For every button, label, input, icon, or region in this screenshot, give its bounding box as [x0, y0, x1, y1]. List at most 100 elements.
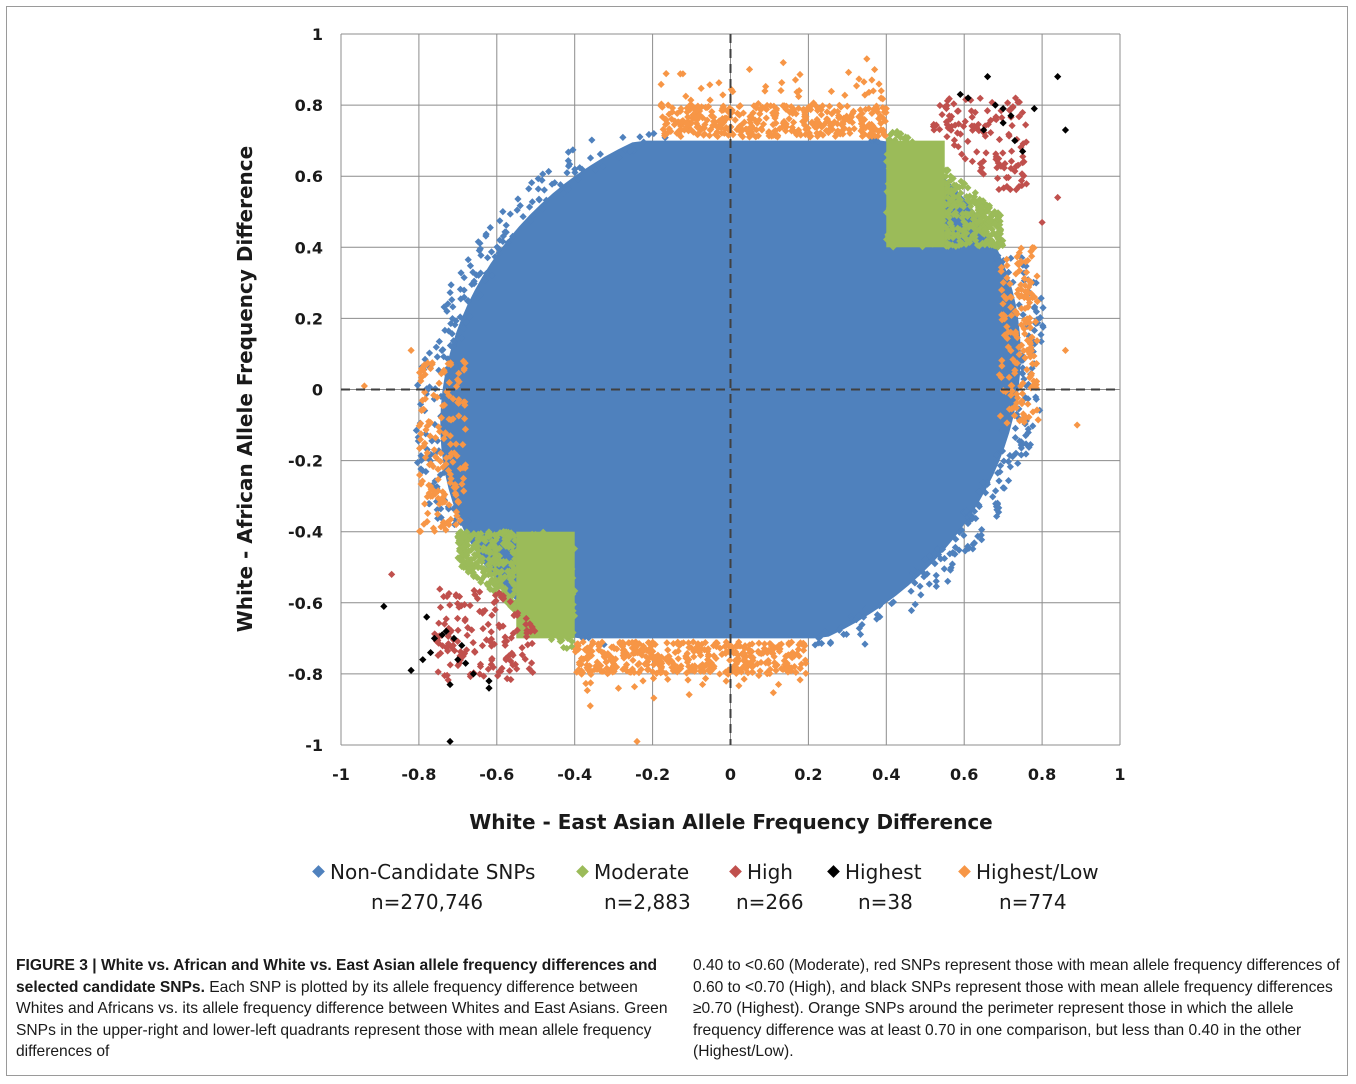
high-snp: [436, 603, 445, 611]
y-tick-label: 0.8: [295, 96, 323, 115]
non-candidate-snp: [482, 269, 491, 277]
moderate-snp: [510, 565, 518, 573]
high-snp: [954, 107, 962, 115]
highest-low-snp: [700, 131, 708, 139]
highest-low-snp: [426, 432, 434, 440]
highest-low-snp: [833, 120, 841, 128]
highest-low-snp: [1012, 330, 1020, 338]
figure-caption-left: FIGURE 3 | White vs. African and White v…: [16, 955, 668, 1063]
highest-low-snp: [657, 100, 665, 108]
non-candidate-snp: [499, 208, 507, 216]
non-candidate-snp: [1006, 451, 1014, 460]
highest-low-snp: [731, 661, 739, 669]
highest-low-snp: [676, 70, 684, 78]
highest-low-snp: [416, 444, 424, 452]
highest-low-snp: [437, 449, 445, 457]
highest-low-snp: [757, 106, 765, 114]
caption-title: FIGURE 3 | White vs. African and White v…: [16, 957, 657, 996]
moderate-snp: [495, 552, 504, 560]
legend-marker: [576, 865, 589, 878]
highest-snp: [999, 119, 1007, 127]
non-candidate-snp: [1003, 291, 1011, 299]
highest-low-snp: [726, 643, 734, 652]
non-candidate-snp: [428, 437, 436, 445]
non-candidate-snp: [456, 313, 464, 321]
non-candidate-snp: [538, 205, 546, 213]
high-snp: [528, 639, 536, 648]
highest-low-snp: [642, 653, 650, 661]
high-snp: [942, 118, 951, 126]
high-snp: [987, 116, 995, 124]
high-snp: [503, 637, 511, 645]
non-candidate-snp: [861, 640, 869, 648]
highest-snp: [446, 680, 454, 689]
highest-low-snp: [635, 640, 643, 648]
non-candidate-snp: [528, 179, 536, 187]
moderate-snp: [988, 225, 996, 233]
highest-low-snp: [577, 654, 586, 663]
high-snp: [1002, 174, 1011, 182]
non-candidate-snp: [451, 361, 460, 370]
non-candidate-snp: [998, 426, 1006, 435]
non-candidate-snp: [992, 454, 1000, 462]
highest-low-snp: [416, 435, 425, 444]
highest-low-snp: [445, 501, 453, 509]
highest-low-snp: [720, 118, 728, 127]
highest-low-snp: [788, 127, 796, 135]
high-snp: [492, 597, 500, 605]
highest-low-snp: [855, 113, 863, 121]
highest-low-snp: [1017, 285, 1025, 294]
moderate-snp: [963, 192, 971, 201]
non-candidate-snp: [526, 217, 534, 225]
high-snp: [507, 634, 515, 642]
highest-low-snp: [603, 664, 611, 672]
moderate-snp: [490, 531, 499, 539]
highest-low-snp: [1020, 418, 1028, 426]
high-snp: [994, 159, 1002, 167]
high-snp: [476, 662, 485, 671]
highest-low-snp: [633, 737, 641, 746]
highest-low-snp: [860, 78, 868, 86]
non-candidate-snp: [615, 154, 623, 162]
highest-low-snp: [1012, 307, 1020, 316]
non-candidate-snp: [994, 257, 1002, 265]
non-candidate-snp: [442, 444, 450, 453]
non-candidate-snp: [1011, 433, 1019, 442]
moderate-snp: [893, 127, 901, 136]
high-snp: [446, 601, 454, 609]
highest-low-snp: [1017, 292, 1026, 300]
highest-low-snp: [750, 102, 758, 110]
highest-low-snp: [628, 638, 636, 647]
highest-low-snp: [630, 668, 638, 676]
highest-low-snp: [834, 107, 842, 116]
highest-low-snp: [795, 92, 803, 101]
high-snp: [988, 98, 996, 107]
highest-low-snp: [1018, 390, 1027, 398]
non-candidate-snp: [1015, 437, 1024, 445]
highest-low-snp: [719, 91, 727, 99]
high-snp: [1015, 113, 1023, 121]
high-snp: [973, 148, 981, 156]
high-snp: [487, 638, 495, 646]
high-snp: [522, 614, 530, 623]
high-snp: [1018, 170, 1026, 178]
high-snp: [930, 126, 938, 134]
non-candidate-snp: [910, 566, 918, 575]
highest-low-snp: [999, 311, 1008, 319]
non-candidate-snp: [495, 249, 503, 257]
high-snp: [1005, 132, 1013, 140]
highest-low-snp: [597, 667, 605, 675]
highest-low-snp: [755, 116, 763, 124]
highest-low-snp: [739, 133, 747, 141]
highest-low-snp: [700, 123, 708, 131]
y-tick-label: -0.4: [288, 523, 323, 542]
highest-low-snp: [435, 379, 443, 387]
highest-low-snp: [769, 645, 777, 653]
non-candidate-snp: [994, 252, 1002, 260]
highest-low-snp: [452, 440, 460, 448]
high-snp: [479, 625, 487, 633]
highest-snp: [426, 648, 435, 657]
highest-low-snp: [573, 640, 581, 648]
non-candidate-snp: [1037, 331, 1045, 339]
non-candidate-snp: [1024, 425, 1032, 433]
